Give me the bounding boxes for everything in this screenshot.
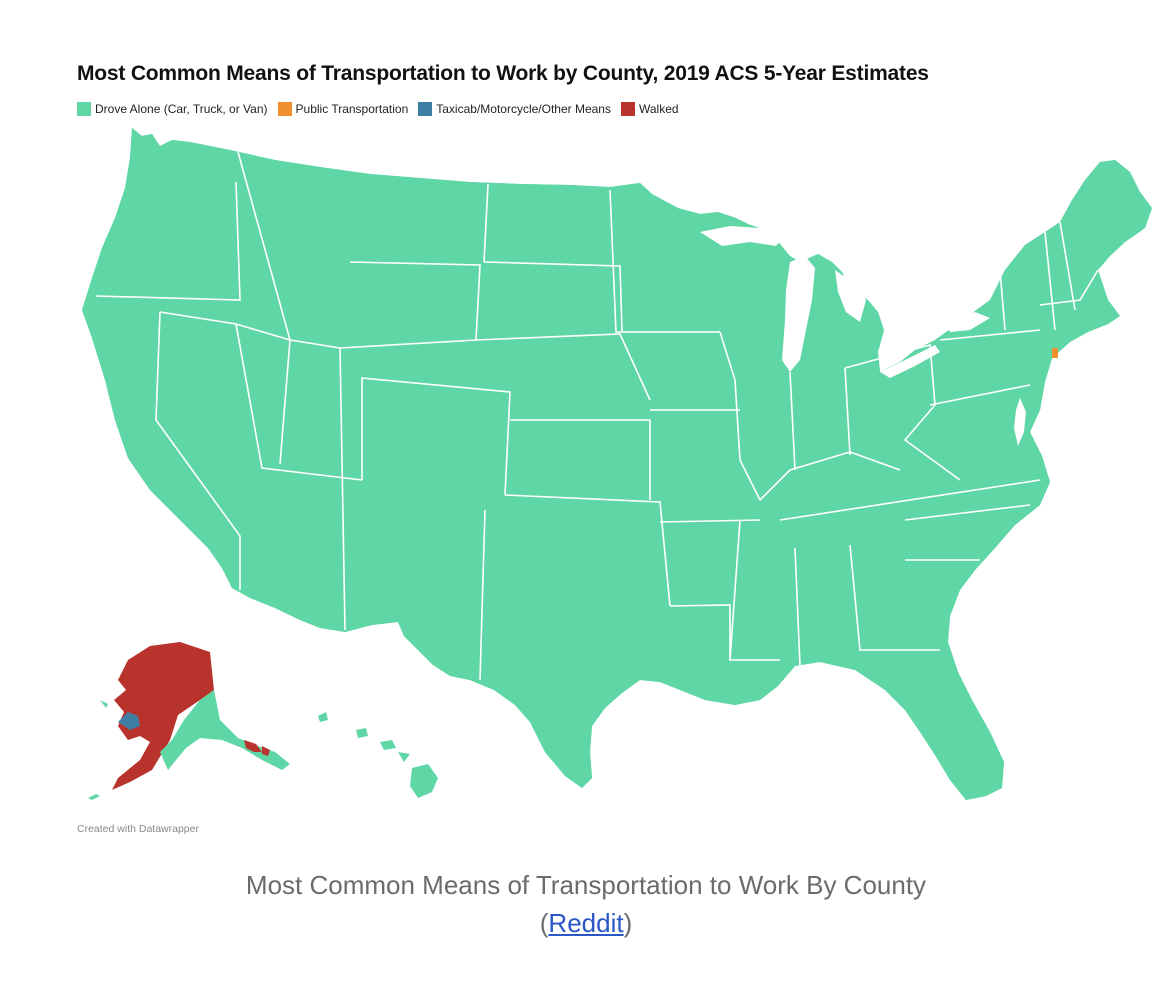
state-borders — [95, 151, 1099, 681]
caption-open-paren: ( — [539, 908, 549, 938]
legend-label-drove-alone: Drove Alone (Car, Truck, or Van) — [95, 102, 268, 116]
caption: Most Common Means of Transportation to W… — [0, 866, 1172, 942]
alaska-walked-panhandle[interactable] — [244, 740, 270, 756]
legend-swatch-public-transportation — [277, 102, 292, 116]
legend-swatch-other-means — [418, 102, 433, 116]
legend-label-other-means: Taxicab/Motorcycle/Other Means — [436, 102, 611, 116]
caption-close-paren: ) — [623, 908, 633, 938]
lake-michigan — [782, 256, 815, 372]
lake-ontario — [945, 312, 990, 332]
legend-swatch-walked — [620, 102, 635, 116]
legend-label-walked: Walked — [638, 102, 679, 116]
alaska-walked-region[interactable] — [112, 642, 214, 790]
lake-erie — [880, 345, 940, 378]
reddit-link[interactable]: Reddit — [548, 908, 624, 938]
nyc-public-transportation-region[interactable] — [1052, 348, 1058, 358]
lake-superior — [700, 226, 785, 246]
chesapeake-bay — [1014, 398, 1026, 446]
caption-source: (Reddit) — [0, 904, 1172, 942]
legend-item-public-transportation: Public Transportation — [277, 102, 409, 116]
alaska-other-means-region[interactable] — [118, 712, 140, 730]
map-title: Most Common Means of Transportation to W… — [77, 62, 929, 85]
legend: Drove Alone (Car, Truck, or Van) Public … — [77, 102, 689, 116]
legend-item-other-means: Taxicab/Motorcycle/Other Means — [418, 102, 611, 116]
caption-text: Most Common Means of Transportation to W… — [245, 870, 927, 900]
hawaii-region[interactable] — [318, 712, 438, 798]
legend-item-drove-alone: Drove Alone (Car, Truck, or Van) — [77, 102, 268, 116]
legend-label-public-transportation: Public Transportation — [295, 102, 409, 116]
alaska-aleutian-islands — [88, 700, 108, 800]
lake-huron — [835, 270, 866, 322]
county-grid-overlay — [82, 128, 1152, 800]
legend-item-walked: Walked — [620, 102, 679, 116]
map-credit: Created with Datawrapper — [77, 823, 199, 835]
legend-swatch-drove-alone — [77, 102, 91, 116]
